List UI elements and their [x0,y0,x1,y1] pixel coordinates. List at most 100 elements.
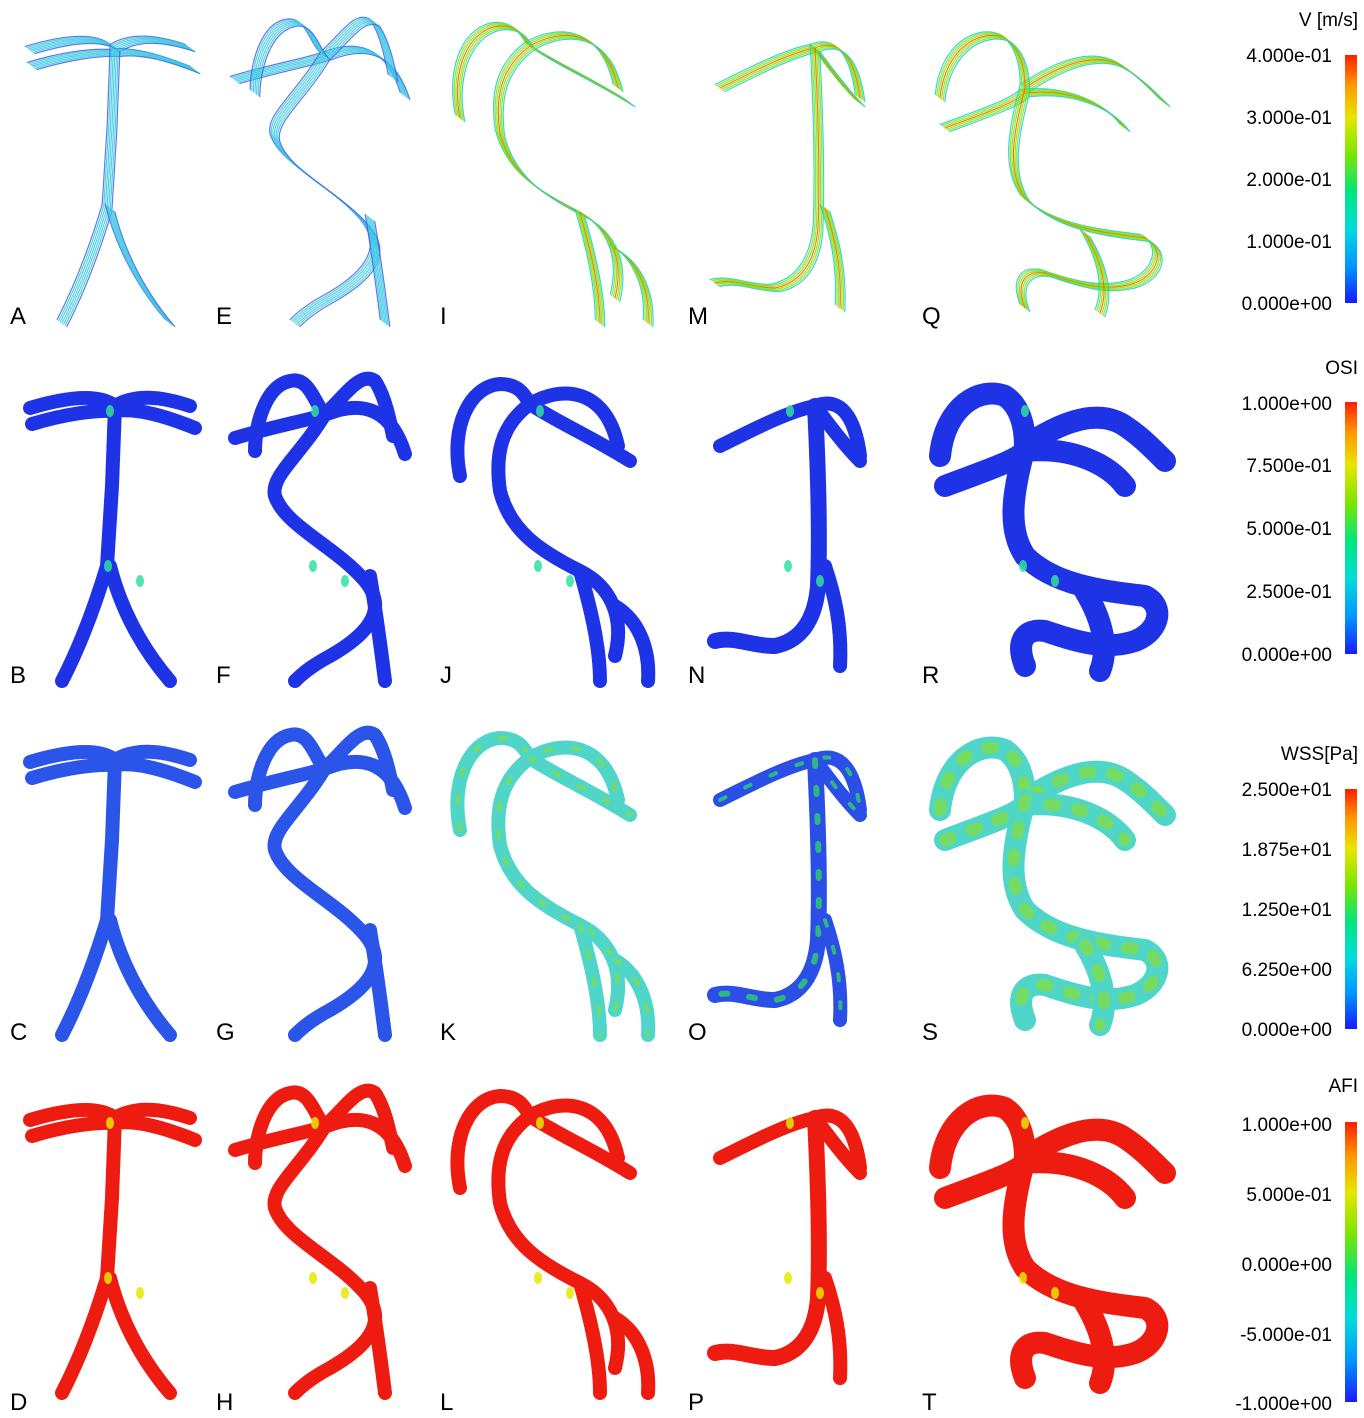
panel-letter-d: D [10,1389,27,1416]
hotspot-marker [341,1287,349,1299]
hotspot-marker [136,1287,144,1299]
colorbar-tick: 2.500e-01 [1246,582,1332,603]
panel-stream-5 [934,31,1171,318]
vessel-segment [363,1281,392,1400]
streamline [579,212,601,324]
streamline [277,57,379,327]
vessel-segment [450,377,625,483]
hotspot-marker [1021,1117,1029,1129]
streamline [829,210,846,313]
hotspot-marker [536,1117,544,1129]
vessel-segment [363,923,392,1042]
colorbar-tick: 0.000e+00 [1242,1255,1332,1276]
panel-letter-c: C [10,1019,27,1046]
streamline [371,218,388,325]
hotspot-marker [1019,560,1027,572]
colorbar-tick: 0.000e+00 [1242,1020,1332,1041]
panel-letter-m: M [688,303,708,330]
colorbar-tick: 1.000e-01 [1246,232,1332,253]
streamline [826,208,843,310]
panel-afi-3 [450,1089,656,1400]
panel-letter-b: B [10,662,26,689]
panel-wss-1 [23,744,202,1042]
hotspot-marker [784,1272,792,1284]
streamline [58,44,113,322]
streamline [821,204,838,307]
panel-letter-t: T [922,1389,937,1416]
streamline [369,217,386,324]
streamline [574,208,596,321]
colorbar-tick: -5.000e-01 [1240,1325,1332,1346]
streamline [717,49,823,292]
hotspot-marker [311,1117,319,1129]
wss-hotspot [578,923,602,1037]
vessel-segment [55,399,122,688]
streamline [584,215,606,328]
streamline [272,54,375,323]
streamline [367,216,384,323]
streamline [1016,89,1162,312]
panel-letter-a: A [10,303,26,330]
streamline [619,250,654,328]
streamline [709,43,815,286]
panel-letter-h: H [216,1389,233,1416]
panel-letter-r: R [922,662,939,689]
panel-stream-4 [709,41,866,313]
streamline [714,47,820,289]
streamline [494,42,616,297]
hotspot-marker [106,1117,114,1129]
vessel-segment [103,913,177,1042]
hotspot-marker [309,560,317,572]
hotspot-marker [786,405,794,417]
wss-hotspot [712,757,822,1003]
hotspot-marker [816,575,824,587]
streamline [374,220,391,328]
panel-osi-2 [228,371,412,688]
hotspot-marker [1021,405,1029,417]
streamline [1008,83,1154,306]
colorbar-tick: 1.875e+01 [1242,840,1332,861]
colorbar-tick: 7.500e-01 [1246,456,1332,477]
colorbar-afi: AFI 1.000e+00 5.000e-01 0.000e+00 -5.000… [1235,1076,1358,1415]
vessel-segment [1074,1292,1115,1394]
colorbar-title: V [m/s] [1299,10,1358,31]
panel-letter-g: G [216,1019,235,1046]
panel-letter-j: J [440,662,452,689]
panel-letter-l: L [440,1389,453,1416]
hotspot-marker [1051,575,1059,587]
hotspot-marker [534,1272,542,1284]
colorbar-tick: 3.000e-01 [1246,108,1332,129]
streamline [114,210,176,328]
streamline [497,45,619,299]
panel-wss-4 [707,750,867,1027]
vessel-segment [1002,789,1169,1031]
streamline [1012,87,1158,309]
hotspot-marker [1019,1272,1027,1284]
panel-afi-2 [228,1083,412,1400]
colorbar-tick: 1.250e+01 [1242,900,1332,921]
vessel-segment [818,1271,848,1385]
panel-letter-i: I [440,303,447,330]
hotspot-marker [104,560,112,572]
vessel-segment [450,731,625,837]
colorbar-wss: WSS[Pa] 2.500e+01 1.875e+01 1.250e+01 6.… [1242,744,1358,1041]
vessel-segment [818,559,848,673]
streamline [819,50,866,108]
vessel-segment [573,1276,607,1400]
panel-stream-1 [24,35,201,328]
streamline [827,209,845,312]
streamline [56,43,111,321]
wss-hotspot [1079,939,1111,1031]
hotspot-marker [784,560,792,572]
panel-osi-4 [707,396,867,673]
vessel-segment [1002,1147,1169,1389]
vessel-segment [103,559,177,688]
panel-osi-1 [23,390,202,688]
streamline [372,219,389,327]
streamline [111,208,173,325]
hotspot-marker [106,405,114,417]
streamline [582,214,604,327]
panel-afi-5 [929,1094,1176,1394]
colorbar-title: AFI [1328,1076,1358,1097]
wss-hotspot [455,736,620,832]
